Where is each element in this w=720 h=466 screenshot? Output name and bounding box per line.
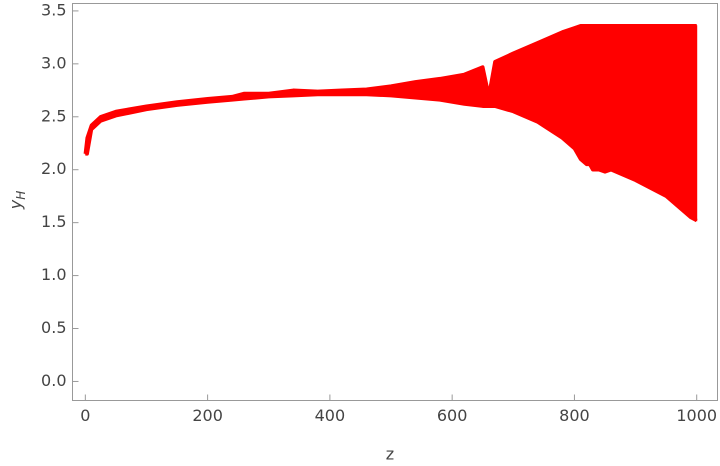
band-edge [83,23,697,155]
y-tick-label: 2.0 [41,159,66,178]
band-segment [561,27,575,150]
band-segment [635,25,667,198]
plot-frame [72,3,718,401]
x-tick-label: 600 [437,406,468,425]
band-segment [690,25,698,222]
y-tick-label: 0.5 [41,318,66,337]
x-tick-label: 1000 [676,406,717,425]
x-tick-label: 200 [192,406,223,425]
y-tick-label: 1.5 [41,212,66,231]
band-segment [580,25,588,166]
y-tick-label: 0.0 [41,371,66,390]
x-tick-label: 800 [559,406,590,425]
band-segment [598,25,606,173]
band-edge [85,92,698,223]
y-label-sub: H [14,191,28,200]
band-segment [592,25,600,171]
band-segment [604,25,612,173]
y-axis-label: yH [6,191,28,211]
x-tick-label: 400 [315,406,346,425]
band-segment [610,25,637,182]
band-segment [665,25,692,219]
y-tick-label: 2.5 [41,106,66,125]
y-tick-label: 1.0 [41,265,66,284]
band-segment [512,41,539,123]
y-tick-label: 3.5 [41,0,66,19]
band-segment [537,31,563,139]
y-axis-label-main: yH [6,191,28,211]
y-label: y [6,199,25,210]
x-axis-label: z [386,445,394,464]
y-tick-label: 3.0 [41,53,66,72]
x-tick-label: 0 [80,406,90,425]
band-segment [573,25,582,161]
